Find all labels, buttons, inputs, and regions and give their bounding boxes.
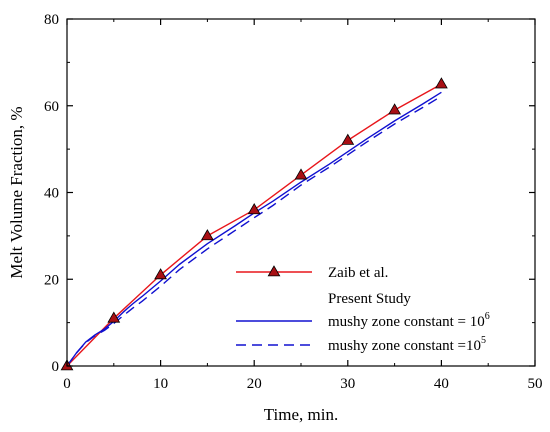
legend-label-2: mushy zone constant =105 [328, 335, 486, 354]
x-ticks: 0 10 20 30 40 50 [63, 19, 543, 392]
legend-label-exponent: 6 [485, 311, 490, 322]
x-tick-label: 30 [340, 376, 355, 392]
x-tick-label: 50 [528, 376, 543, 392]
legend-label-exponent: 5 [481, 335, 486, 346]
data-point [388, 103, 401, 115]
x-tick-label: 10 [153, 376, 168, 392]
y-tick-label: 80 [44, 12, 59, 28]
legend-label-text: mushy zone constant =10 [328, 338, 481, 354]
legend-label-text: Zaib et al. [328, 265, 388, 281]
data-point [247, 203, 261, 215]
y-axis-label: Melt Volume Fraction, % [7, 106, 26, 278]
data-point [435, 77, 448, 89]
legend-label-0: Zaib et al. [328, 265, 388, 281]
series-line-1 [66, 91, 442, 367]
data-point [201, 229, 214, 241]
data-point [294, 168, 308, 180]
y-tick-label: 20 [44, 272, 59, 288]
x-tick-label: 40 [434, 376, 449, 392]
y-ticks: 0 20 40 60 80 [44, 12, 535, 375]
legend-marker [267, 265, 281, 277]
x-tick-label: 20 [247, 376, 262, 392]
data-point [107, 311, 121, 323]
y-tick-label: 40 [44, 186, 59, 202]
series-line-2 [66, 95, 442, 367]
legend-heading: Present Study [328, 291, 411, 307]
data-point [341, 133, 355, 145]
x-tick-label: 0 [63, 376, 71, 392]
y-tick-label: 0 [52, 359, 60, 375]
y-tick-label: 60 [44, 99, 59, 115]
data-point [154, 268, 167, 280]
legend-label-1: mushy zone constant = 106 [328, 311, 490, 330]
legend-label-text: mushy zone constant = 10 [328, 314, 485, 330]
x-axis-label: Time, min. [264, 405, 338, 424]
plot-markers [60, 77, 448, 371]
legend: Zaib et al. Present Study mushy zone const… [236, 265, 490, 354]
